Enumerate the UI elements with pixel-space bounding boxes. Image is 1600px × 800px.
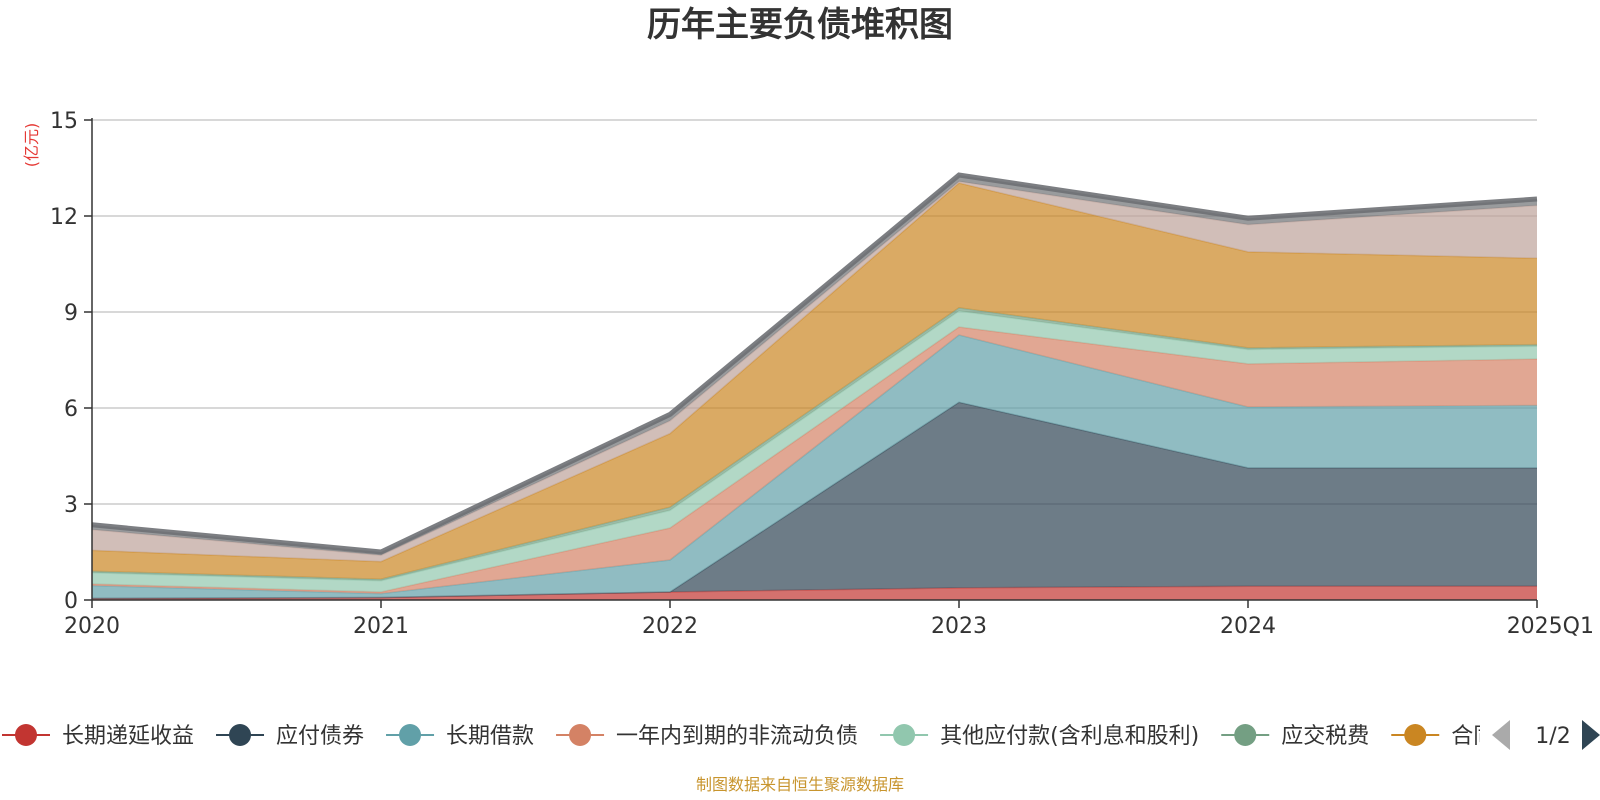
y-tick-label: 15 [50, 109, 78, 134]
area-series-2 [92, 335, 1537, 599]
legend-marker-circle [1234, 724, 1257, 746]
legend-item[interactable]: 应交税费 [1221, 724, 1369, 749]
data-source-note: 制图数据来自恒生聚源数据库 [696, 775, 904, 794]
x-tick-label: 2023 [931, 614, 987, 639]
legend-items: 长期递延收益 应付债券 长期借款 一年内到期的非流动负债 其他应付款(含利息和股利) 应交… [2, 724, 1539, 749]
legend-label: 应付债券 [276, 724, 364, 749]
area-series-1 [92, 402, 1537, 599]
x-tick-label: 2025Q1 [1507, 614, 1594, 639]
legend-label: 长期递延收益 [62, 724, 194, 749]
y-tick-label: 3 [64, 493, 78, 518]
legend-marker-circle [399, 724, 422, 746]
legend-item[interactable]: 长期借款 [386, 724, 534, 749]
area-series-7 [92, 181, 1537, 562]
area-edge-6 [91, 182, 1538, 563]
chart-title: 历年主要负债堆积图 [647, 5, 953, 45]
x-tick-label: 2022 [642, 614, 698, 639]
y-tick-label: 9 [64, 301, 78, 326]
legend-label: 其他应付款(含利息和股利) [940, 724, 1199, 749]
legend-marker-circle [893, 724, 916, 746]
y-tick-label: 0 [64, 589, 78, 614]
legend-item[interactable]: 合同负债 [1391, 724, 1539, 749]
stacked-areas [91, 172, 1538, 600]
y-axis-unit: (亿元) [22, 123, 41, 168]
triangle-right-icon[interactable] [1582, 720, 1600, 750]
legend-item[interactable]: 其他应付款(含利息和股利) [880, 724, 1199, 749]
legend-page-indicator: 1/2 [1535, 724, 1570, 749]
axes: 0 3 6 9 12 15 2020 2021 2022 2023 2024 2025Q1 [50, 109, 1594, 639]
legend-label: 应交税费 [1281, 724, 1369, 749]
y-tick-label: 12 [50, 205, 78, 230]
legend-item[interactable]: 长期递延收益 [2, 724, 194, 749]
legend-item[interactable]: 一年内到期的非流动负债 [556, 724, 858, 749]
area-series-6 [92, 183, 1537, 580]
legend-marker-circle [229, 724, 252, 746]
legend-marker-circle [15, 724, 37, 746]
legend: 长期递延收益 应付债券 长期借款 一年内到期的非流动负债 其他应付款(含利息和股利) 应交… [2, 720, 1600, 750]
legend-label: 合同负债 [1451, 724, 1539, 749]
legend-label: 长期借款 [446, 724, 534, 749]
triangle-left-icon[interactable] [1492, 720, 1510, 750]
x-tick-label: 2021 [353, 614, 409, 639]
x-tick-label: 2024 [1220, 614, 1276, 639]
legend-marker-circle [569, 724, 592, 746]
x-tick-label: 2020 [64, 614, 120, 639]
area-series-8 [92, 175, 1537, 556]
legend-marker-circle [1404, 724, 1427, 746]
area-edge-8 [91, 172, 1538, 555]
y-tick-label: 6 [64, 397, 78, 422]
legend-label: 一年内到期的非流动负债 [616, 724, 858, 749]
legend-item[interactable]: 应付债券 [216, 724, 364, 749]
